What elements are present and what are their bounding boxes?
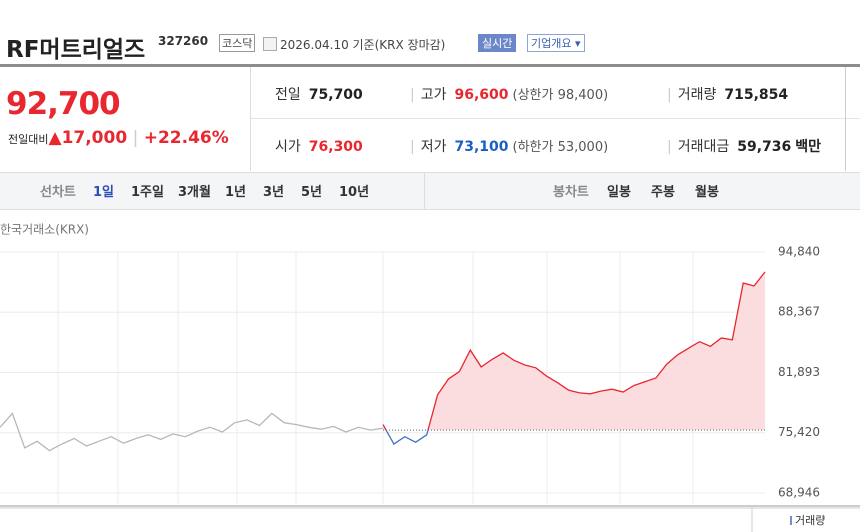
change-rate: +22.46% [143,128,229,148]
info-cell: | 거래대금 59,736 백만 [667,139,822,155]
change: 17,000 [61,128,128,148]
info-value: 76,300 [308,139,363,155]
info-value: 96,600 [454,87,509,103]
calendar-icon [263,37,277,51]
y-tick-label: 88,367 [778,305,820,319]
volume-icon [790,516,792,525]
realtime-badge[interactable]: 실시간 [478,34,517,52]
info-label: 고가 [420,87,447,103]
tab[interactable]: 3년 [263,185,285,200]
info-value: 715,854 [724,87,789,103]
info-value: 75,700 [308,87,363,103]
info-note: (상한가 98,400) [512,88,609,103]
current-price: 92,700 [6,86,121,122]
area-today [383,271,765,431]
y-tick-label: 75,420 [778,425,820,439]
y-tick-label: 68,946 [778,486,820,500]
divider [250,67,251,171]
company-button[interactable]: 기업개요 ▾ [527,34,585,52]
info-cell: | 거래량 715,854 [667,87,789,103]
y-tick-label: 94,840 [778,245,820,259]
tab[interactable]: 1주일 [131,185,164,200]
tab[interactable]: 주봉 [651,185,675,200]
change-row: 전일대비▲17,000 | +22.46% [8,128,229,148]
date: 2026.04.10 기준(KRX 장마감) [280,38,446,52]
tab[interactable]: 1일 [93,185,115,200]
company-label: 기업개요 [531,37,572,50]
info-label: 거래대금 [677,139,730,155]
stock-name: RF머트리얼즈 [6,37,146,63]
line-today-up [382,271,766,431]
up-arrow: ▲ [48,128,62,148]
info-note: (하한가 53,000) [512,140,609,155]
tab[interactable]: 월봉 [695,185,719,200]
info-cell: 시가 76,300 [275,136,363,156]
info-cell: | 고가 96,600 (상한가 98,400) [410,87,609,103]
info-label: 거래량 [677,87,717,103]
tab[interactable]: 일봉 [607,185,631,200]
tab[interactable]: 1년 [225,185,247,200]
info-value: 59,736 [737,139,792,155]
info-label: 시가 [275,139,301,155]
line-prev [0,412,384,452]
market-badge: 코스닥 [219,34,256,52]
y-tick-label: 81,893 [778,365,820,379]
info-unit: 백만 [795,139,822,155]
source: 한국거래소(KRX) [0,223,89,237]
info-label: 저가 [420,139,447,155]
info-label: 전일 [275,87,301,103]
tab[interactable]: 10년 [339,185,370,200]
info-cell: | 저가 73,100 (하한가 53,000) [410,139,609,155]
tab-bar [0,172,860,210]
info-value: 73,100 [454,139,509,155]
scroll-edge [845,67,860,171]
divider [250,118,860,119]
info-cell: 전일 75,700 [275,84,363,104]
tab[interactable]: 5년 [301,185,323,200]
tab[interactable]: 3개월 [178,185,211,200]
tab-title: 봉차트 [553,185,589,200]
stock-code: 327260 [158,34,209,48]
change-label: 전일대비 [8,133,49,146]
divider [424,172,425,210]
tab-title: 선차트 [40,185,76,200]
header-rule [0,64,860,67]
volume-label[interactable]: 거래량 [795,514,825,527]
